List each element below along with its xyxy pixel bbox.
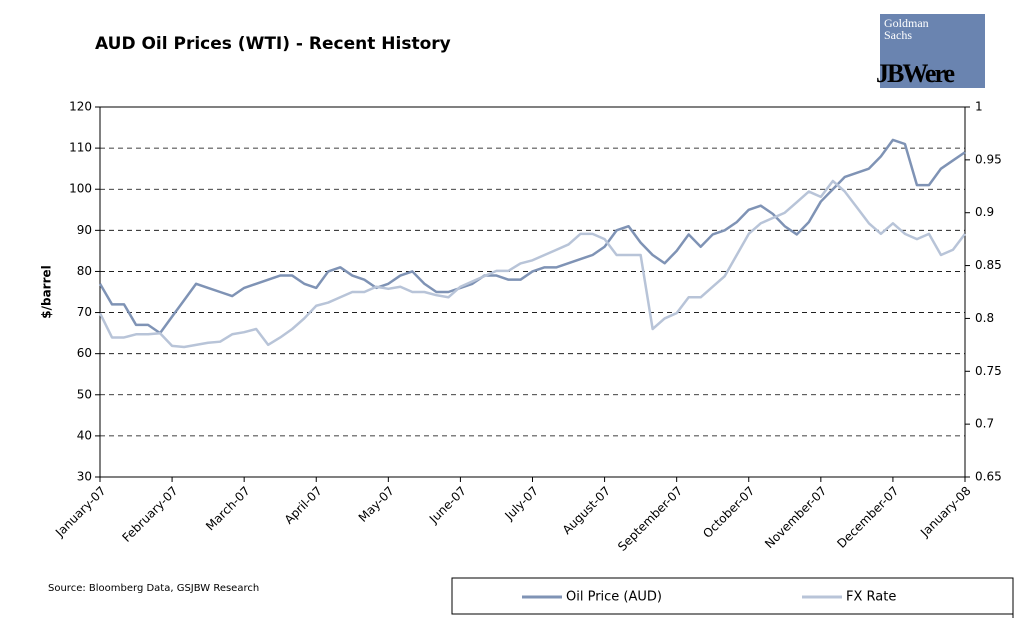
y-tick-label: 80: [77, 264, 92, 278]
y-tick-label: 30: [77, 470, 92, 484]
series-line: [98, 138, 966, 335]
y2-tick-label: 0.8: [975, 311, 994, 325]
legend-label: FX Rate: [846, 590, 896, 605]
y2-tick-label: 0.65: [975, 470, 1002, 484]
logo: Goldman Sachs JBWere: [876, 14, 985, 88]
y-tick-label: 110: [69, 141, 92, 155]
y2-tick-label: 0.95: [975, 152, 1002, 166]
y-tick-label: 120: [69, 100, 92, 114]
y2-tick-label: 1: [975, 100, 983, 114]
series-line: [98, 179, 966, 349]
y2-tick-label: 0.7: [975, 417, 994, 431]
chart-title: AUD Oil Prices (WTI) - Recent History: [95, 34, 451, 54]
y-tick-label: 60: [77, 346, 92, 360]
y-tick-label: 40: [77, 428, 92, 442]
y2-tick-label: 0.75: [975, 364, 1002, 378]
legend-label: Oil Price (AUD): [566, 590, 662, 605]
y-tick-label: 100: [69, 182, 92, 196]
logo-text: JBWere: [876, 59, 955, 88]
y-tick-label: 90: [77, 223, 92, 237]
y-tick-label: 50: [77, 387, 92, 401]
y-tick-label: 70: [77, 305, 92, 319]
source-note: Source: Bloomberg Data, GSJBW Research: [48, 583, 259, 594]
y2-tick-label: 0.85: [975, 258, 1002, 272]
logo-box: [880, 14, 985, 88]
logo-text: Goldman: [884, 16, 929, 30]
y-axis-label: $/barrel: [40, 265, 54, 319]
logo-text: Sachs: [884, 28, 912, 42]
y2-tick-label: 0.9: [975, 205, 994, 219]
